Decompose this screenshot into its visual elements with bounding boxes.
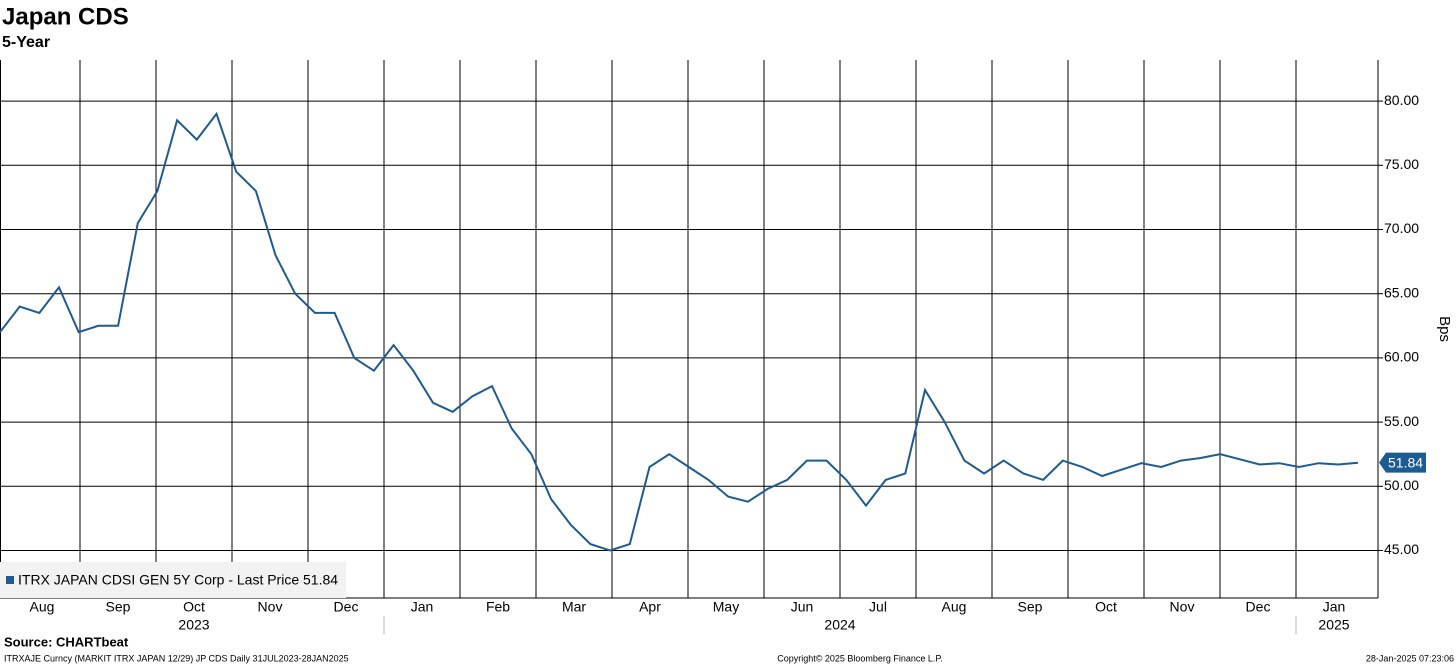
- y-axis-label: Bps: [1436, 316, 1453, 342]
- x-tick-label: Aug: [942, 599, 967, 615]
- x-tick-label: Mar: [562, 599, 586, 615]
- footer-left: ITRXAJE Curncy (MARKIT ITRX JAPAN 12/29)…: [4, 653, 349, 663]
- x-tick-label: Aug: [30, 599, 55, 615]
- y-tick-label: 70.00: [1384, 220, 1419, 236]
- x-tick-label: Dec: [334, 599, 359, 615]
- x-tick-label: Jan: [411, 599, 434, 615]
- source: Source: CHARTbeat: [4, 634, 129, 649]
- year-label: 2025: [1318, 617, 1349, 633]
- legend-box: [0, 562, 346, 598]
- x-tick-label: Nov: [258, 599, 283, 615]
- y-tick-label: 45.00: [1384, 541, 1419, 557]
- y-tick-label: 50.00: [1384, 477, 1419, 493]
- last-price-tag: [1379, 452, 1426, 473]
- year-label: 2024: [824, 617, 855, 633]
- footer-right: 28-Jan-2025 07:23:06: [1366, 653, 1454, 663]
- y-tick-label: 80.00: [1384, 92, 1419, 108]
- x-tick-label: Jul: [869, 599, 887, 615]
- chart-subtitle: 5-Year: [2, 34, 50, 51]
- x-tick-label: May: [713, 599, 739, 615]
- x-tick-label: Sep: [106, 599, 131, 615]
- x-tick-label: Oct: [183, 599, 205, 615]
- chart-title: Japan CDS: [2, 3, 129, 30]
- data-line: [0, 111, 1359, 552]
- legend-label: ITRX JAPAN CDSI GEN 5Y Corp - Last Price…: [18, 572, 338, 588]
- x-tick-label: Oct: [1095, 599, 1117, 615]
- y-tick-label: 55.00: [1384, 413, 1419, 429]
- footer-center: Copyright© 2025 Bloomberg Finance L.P.: [777, 653, 943, 663]
- x-tick-label: Jan: [1323, 599, 1346, 615]
- x-tick-label: Nov: [1170, 599, 1195, 615]
- x-tick-label: Apr: [639, 599, 661, 615]
- y-tick-label: 75.00: [1384, 156, 1419, 172]
- y-tick-label: 60.00: [1384, 349, 1419, 365]
- x-tick-label: Feb: [486, 599, 510, 615]
- last-price-label: 51.84: [1388, 454, 1423, 470]
- year-label: 2023: [178, 617, 209, 633]
- y-tick-label: 65.00: [1384, 284, 1419, 300]
- x-tick-label: Jun: [791, 599, 814, 615]
- x-tick-label: Sep: [1018, 599, 1043, 615]
- x-tick-label: Dec: [1246, 599, 1271, 615]
- legend-swatch: [6, 576, 14, 584]
